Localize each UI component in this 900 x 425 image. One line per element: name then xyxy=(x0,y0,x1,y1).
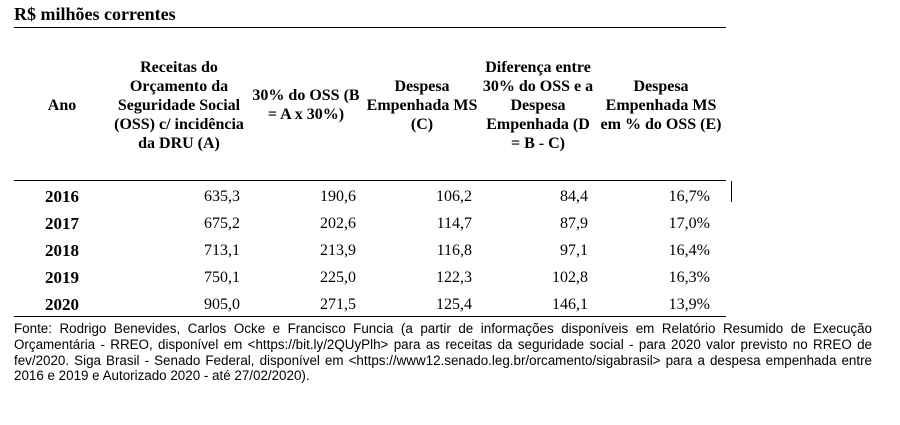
header-row: Ano Receitas do Orçamento da Seguridade … xyxy=(14,36,726,181)
percent-cell: 16,4% xyxy=(668,242,710,259)
receitas-cell: 675,2 xyxy=(204,215,240,232)
oss-30-cell: 213,9 xyxy=(320,242,356,259)
year-cell: 2020 xyxy=(14,289,110,317)
header-despesa-pct-oss: Despesa Empenhada MS em % do OSS (E) xyxy=(596,36,726,181)
year-cell: 2018 xyxy=(45,241,79,260)
data-table: Ano Receitas do Orçamento da Seguridade … xyxy=(14,36,726,317)
oss-30-cell: 271,5 xyxy=(248,289,364,317)
year-cell: 2019 xyxy=(45,268,79,287)
header-diferenca: Diferença entre 30% do OSS e a Despesa E… xyxy=(480,36,596,181)
table-row: 2020 905,0 271,5 125,4 146,1 13,9% xyxy=(14,289,726,317)
percent-cell: 16,3% xyxy=(668,269,710,286)
caption-rule xyxy=(14,27,726,28)
table-row: 2018 713,1 213,9 116,8 97,1 16,4% xyxy=(14,235,726,262)
table-row: 2016 635,3 190,6 106,2 84,4 16,7% xyxy=(14,181,726,209)
despesa-cell: 106,2 xyxy=(436,188,472,205)
header-despesa-empenhada: Despesa Empenhada MS (C) xyxy=(364,36,480,181)
percent-cell: 17,0% xyxy=(668,215,710,232)
oss-30-cell: 202,6 xyxy=(320,215,356,232)
receitas-cell: 635,3 xyxy=(204,188,240,205)
year-cell: 2016 xyxy=(45,187,79,206)
diferenca-cell: 146,1 xyxy=(480,289,596,317)
year-cell: 2017 xyxy=(45,214,79,233)
table-row: 2017 675,2 202,6 114,7 87,9 17,0% xyxy=(14,208,726,235)
table-caption: R$ milhões correntes xyxy=(14,4,176,24)
header-30-pct-oss: 30% do OSS (B = A x 30%) xyxy=(248,36,364,181)
oss-30-cell: 190,6 xyxy=(320,188,356,205)
receitas-cell: 905,0 xyxy=(110,289,248,317)
despesa-cell: 125,4 xyxy=(364,289,480,317)
oss-30-cell: 225,0 xyxy=(320,269,356,286)
diferenca-cell: 97,1 xyxy=(560,242,588,259)
receitas-cell: 750,1 xyxy=(204,269,240,286)
diferenca-cell: 102,8 xyxy=(552,269,588,286)
source-footnote: Fonte: Rodrigo Benevides, Carlos Ocke e … xyxy=(14,321,872,384)
despesa-cell: 122,3 xyxy=(436,269,472,286)
table-row: 2019 750,1 225,0 122,3 102,8 16,3% xyxy=(14,262,726,289)
despesa-cell: 116,8 xyxy=(436,242,472,259)
diferenca-cell: 87,9 xyxy=(560,215,588,232)
despesa-cell: 114,7 xyxy=(436,215,472,232)
percent-cell: 16,7% xyxy=(668,188,710,205)
percent-cell: 13,9% xyxy=(596,289,726,317)
header-ano: Ano xyxy=(14,36,110,181)
diferenca-cell: 84,4 xyxy=(560,188,588,205)
header-receitas-oss: Receitas do Orçamento da Seguridade Soci… xyxy=(110,36,248,181)
text-cursor xyxy=(731,181,732,202)
receitas-cell: 713,1 xyxy=(204,242,240,259)
